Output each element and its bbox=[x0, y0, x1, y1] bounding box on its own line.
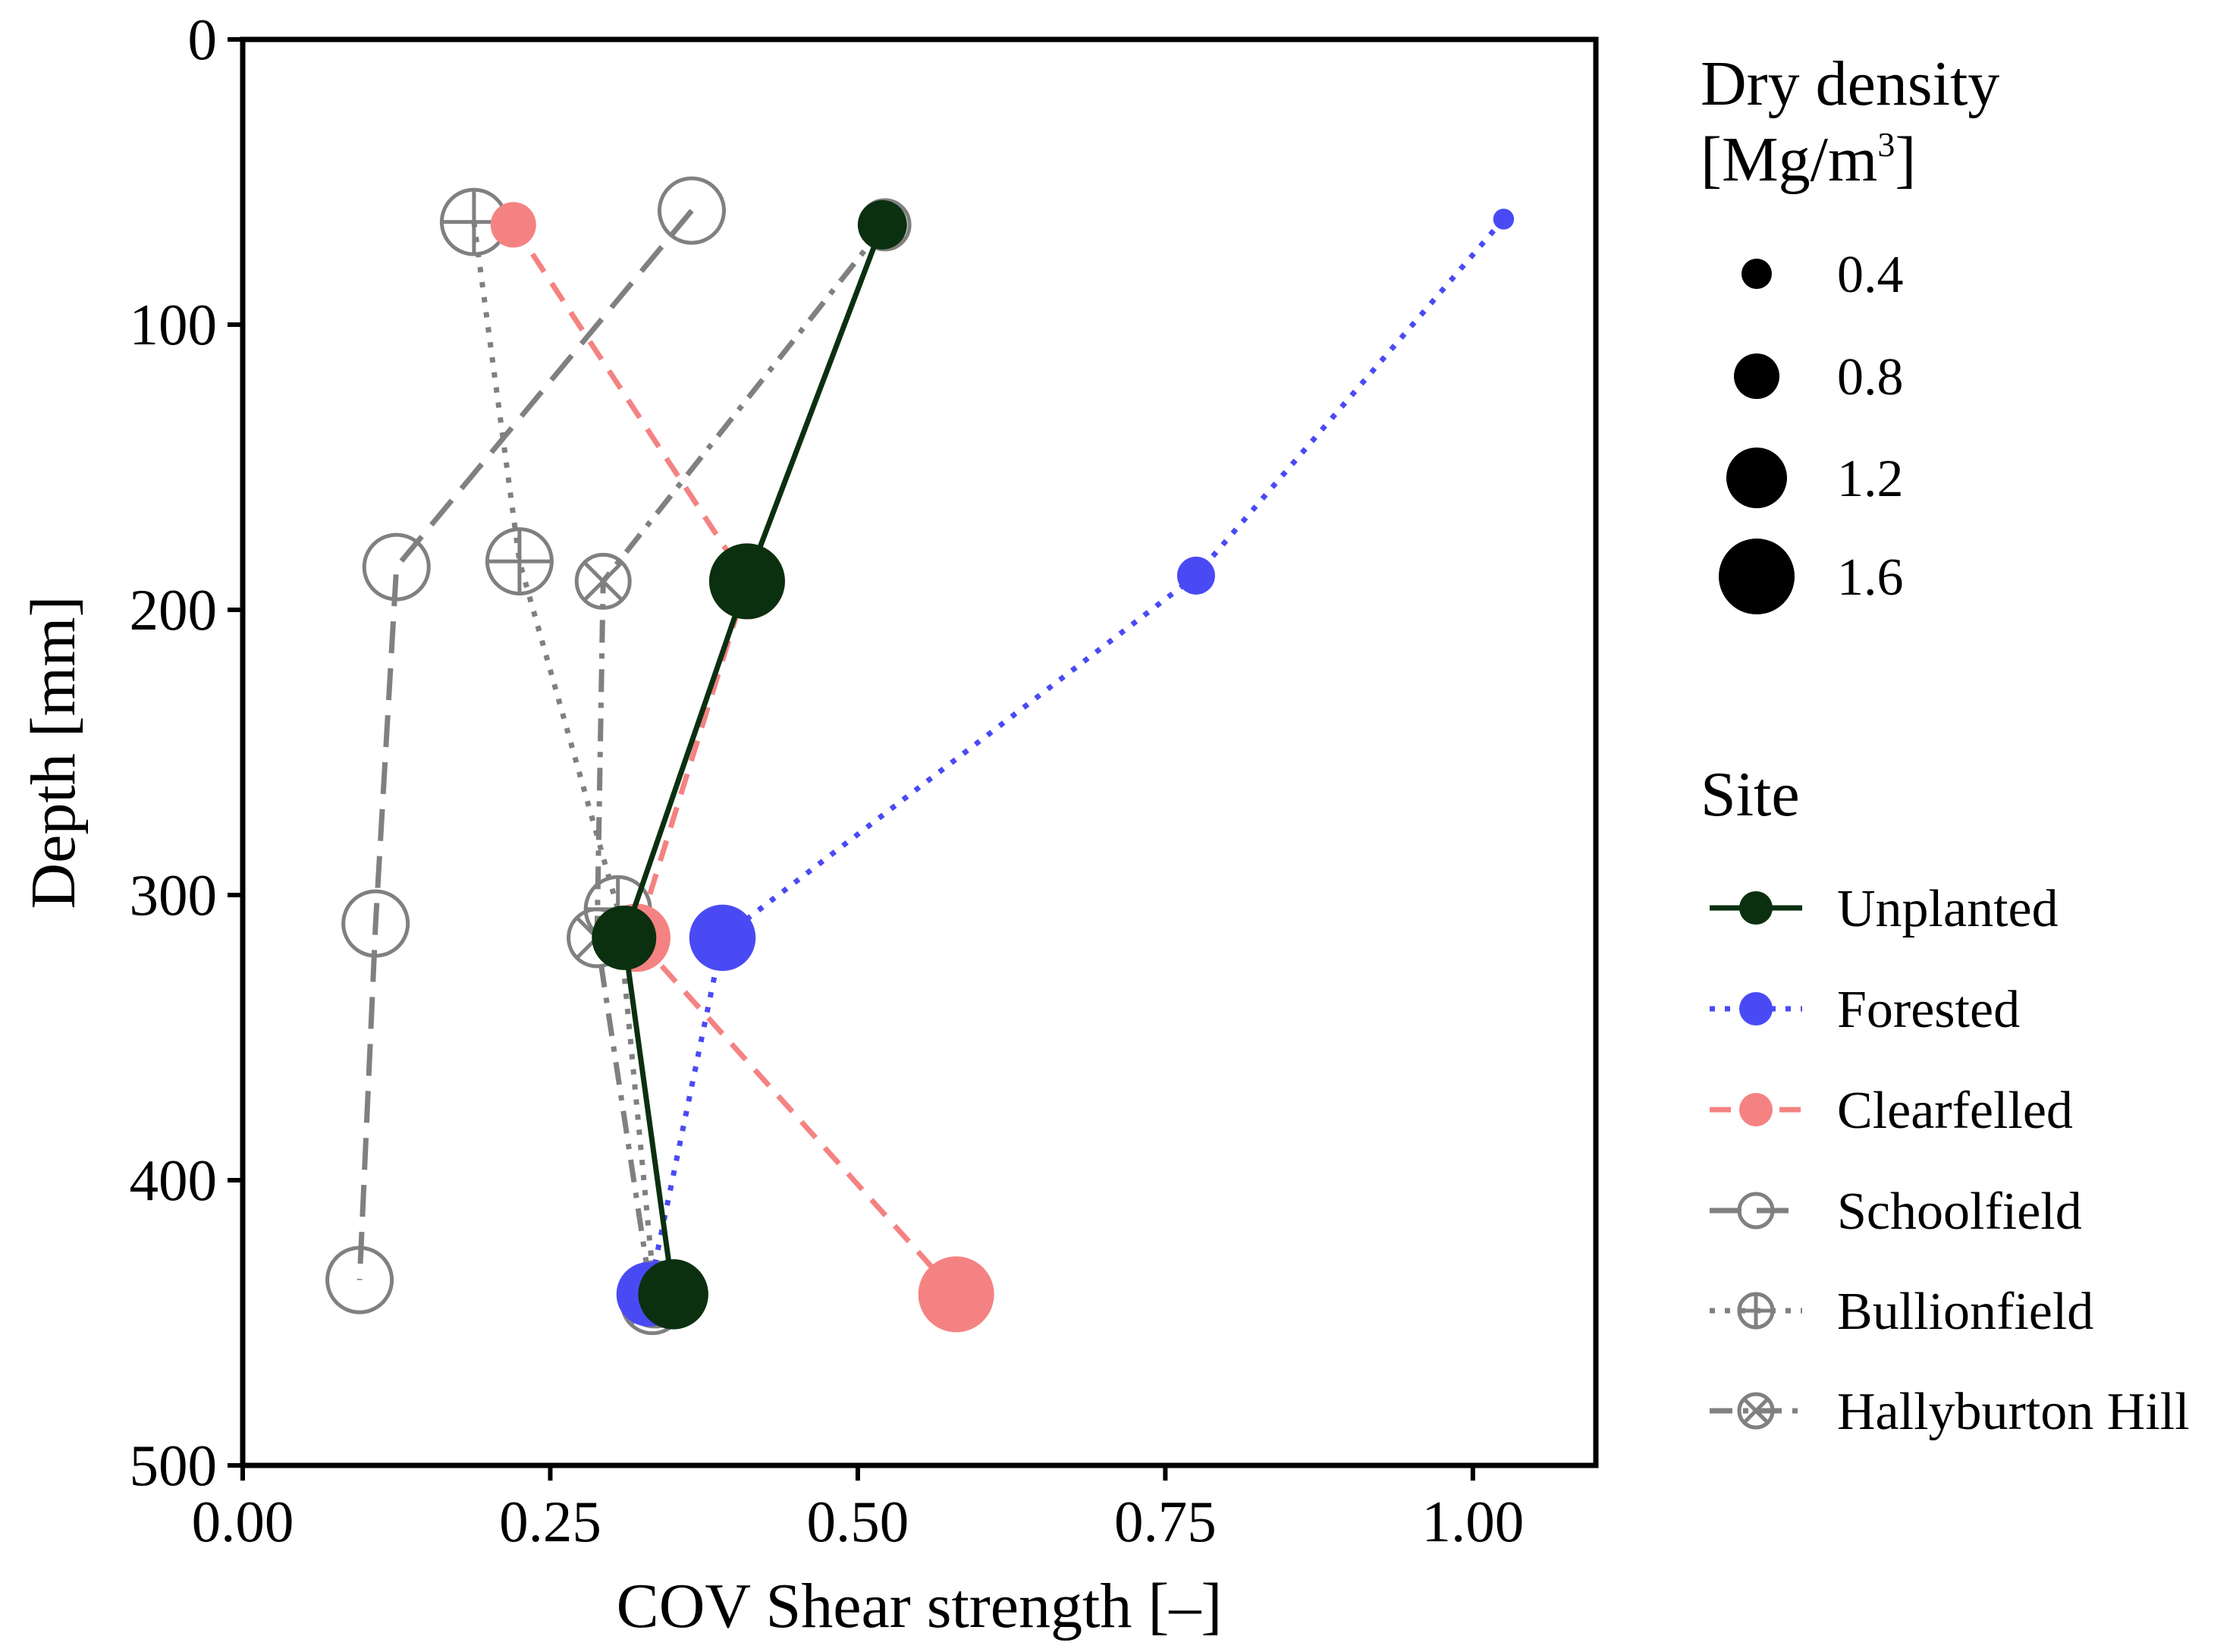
size-legend-entry: 1.2 bbox=[1726, 448, 1904, 508]
x-tick-label: 1.00 bbox=[1421, 1489, 1524, 1554]
marker-dot bbox=[857, 199, 907, 250]
data-point bbox=[708, 543, 785, 620]
site-legend-label: Forested bbox=[1837, 981, 2020, 1039]
series-hallyburton-hill bbox=[567, 198, 912, 1336]
site-legend: Site Unplanted Forested Clearfelled Schoolf… bbox=[1701, 759, 2190, 1441]
data-point bbox=[490, 202, 536, 248]
site-legend-label: Unplanted bbox=[1837, 880, 2059, 938]
series-forested bbox=[616, 209, 1515, 1327]
size-legend-label: 0.8 bbox=[1837, 348, 1904, 407]
size-legend-unit-sup: 3 bbox=[1877, 125, 1895, 164]
marker-dot bbox=[1739, 992, 1773, 1025]
size-legend-title-line2: [Mg/m3] bbox=[1701, 124, 1916, 195]
marker-dot bbox=[1493, 209, 1515, 230]
y-tick-label: 0 bbox=[188, 7, 218, 72]
size-legend-label: 1.2 bbox=[1837, 450, 1904, 508]
marker-ring bbox=[657, 176, 726, 245]
data-point bbox=[485, 527, 554, 596]
size-legend-dot bbox=[1734, 353, 1779, 399]
marker-ring bbox=[574, 552, 632, 610]
series-line bbox=[621, 224, 885, 1295]
data-point bbox=[362, 532, 431, 601]
marker-dot bbox=[1739, 891, 1773, 925]
site-legend-entry: Clearfelled bbox=[1710, 1082, 2073, 1140]
x-tick-label: 0.25 bbox=[499, 1489, 601, 1554]
marker-dot bbox=[918, 1256, 994, 1333]
x-axis-title: COV Shear strength [–] bbox=[617, 1571, 1223, 1641]
size-legend-title-line1: Dry density bbox=[1701, 49, 1999, 119]
data-point bbox=[918, 1256, 994, 1333]
data-point bbox=[325, 1245, 394, 1314]
data-point bbox=[341, 889, 410, 958]
site-legend-label: Clearfelled bbox=[1837, 1082, 2073, 1140]
marker-dot bbox=[638, 1259, 708, 1330]
marker-x-b bbox=[1742, 1397, 1770, 1424]
size-legend-dot bbox=[1741, 259, 1772, 289]
marker-ring bbox=[1737, 1192, 1775, 1230]
size-legend-unit-end: ] bbox=[1895, 124, 1916, 195]
site-legend-entries: Unplanted Forested Clearfelled Schoolfield B… bbox=[1710, 880, 2190, 1441]
site-legend-label: Schoolfield bbox=[1837, 1182, 2082, 1241]
y-tick-label: 400 bbox=[130, 1148, 218, 1213]
size-legend-label: 1.6 bbox=[1837, 548, 1904, 607]
y-axis-title: Depth [mm] bbox=[18, 596, 89, 909]
size-legend-label: 0.4 bbox=[1837, 246, 1904, 304]
size-legend-entry: 0.4 bbox=[1741, 246, 1904, 304]
axes-layer: 0.00 0.25 0.50 0.75 1.00 0 100 200 300 400 500 bbox=[130, 7, 1525, 1554]
x-tick-label: 0.50 bbox=[807, 1489, 909, 1554]
data-point bbox=[1176, 556, 1215, 595]
y-tick-label: 300 bbox=[130, 862, 218, 928]
plot-frame bbox=[240, 36, 1599, 1468]
site-legend-entry: Forested bbox=[1710, 981, 2020, 1039]
data-point bbox=[638, 1259, 708, 1330]
data-point bbox=[857, 199, 907, 250]
size-legend-entries: 0.4 0.8 1.2 1.6 bbox=[1719, 246, 1904, 614]
marker-dot bbox=[1176, 556, 1215, 595]
data-point bbox=[574, 552, 632, 610]
marker-dot bbox=[1739, 1093, 1773, 1126]
site-legend-entry: Hallyburton Hill bbox=[1710, 1383, 2190, 1441]
marker-dot bbox=[708, 543, 785, 620]
marker-ring bbox=[362, 532, 431, 601]
marker-ring bbox=[1737, 1392, 1775, 1430]
series-schoolfield bbox=[325, 176, 726, 1314]
data-point bbox=[592, 905, 657, 970]
series-line bbox=[471, 221, 658, 1295]
size-legend-dot bbox=[1719, 539, 1795, 614]
data-point bbox=[657, 176, 726, 245]
size-legend-entry: 1.6 bbox=[1719, 539, 1904, 614]
x-tick-label: 0.75 bbox=[1114, 1489, 1217, 1554]
site-legend-entry: Unplanted bbox=[1710, 880, 2059, 938]
site-legend-title: Site bbox=[1701, 759, 1800, 830]
site-legend-label: Hallyburton Hill bbox=[1837, 1383, 2190, 1441]
marker-dot bbox=[592, 905, 657, 970]
size-legend: Dry density [Mg/m3] 0.4 0.8 1.2 1.6 bbox=[1701, 49, 1999, 614]
series-unplanted bbox=[592, 199, 907, 1330]
data-point bbox=[689, 904, 756, 972]
series-line bbox=[594, 223, 887, 1304]
x-tick-label: 0.00 bbox=[192, 1489, 294, 1554]
marker-ring bbox=[341, 889, 410, 958]
site-legend-entry: Schoolfield bbox=[1710, 1182, 2082, 1241]
y-tick-label: 200 bbox=[130, 577, 218, 642]
y-tick-label: 100 bbox=[130, 292, 218, 357]
site-legend-entry: Bullionfield bbox=[1710, 1283, 2093, 1341]
data-point bbox=[1493, 209, 1515, 230]
y-tick-label: 500 bbox=[130, 1433, 218, 1498]
site-legend-label: Bullionfield bbox=[1837, 1283, 2093, 1341]
size-legend-entry: 0.8 bbox=[1734, 348, 1904, 407]
series-clearfelled bbox=[490, 202, 994, 1333]
series-layer bbox=[325, 176, 1515, 1336]
size-legend-dot bbox=[1726, 448, 1787, 508]
series-line bbox=[510, 223, 959, 1296]
series-line bbox=[356, 209, 694, 1280]
size-legend-unit-main: [Mg/m bbox=[1701, 124, 1877, 195]
marker-dot bbox=[490, 202, 536, 248]
series-line bbox=[645, 217, 1506, 1296]
marker-ring bbox=[325, 1245, 394, 1314]
marker-dot bbox=[689, 904, 756, 972]
marker-x-b bbox=[583, 561, 623, 601]
